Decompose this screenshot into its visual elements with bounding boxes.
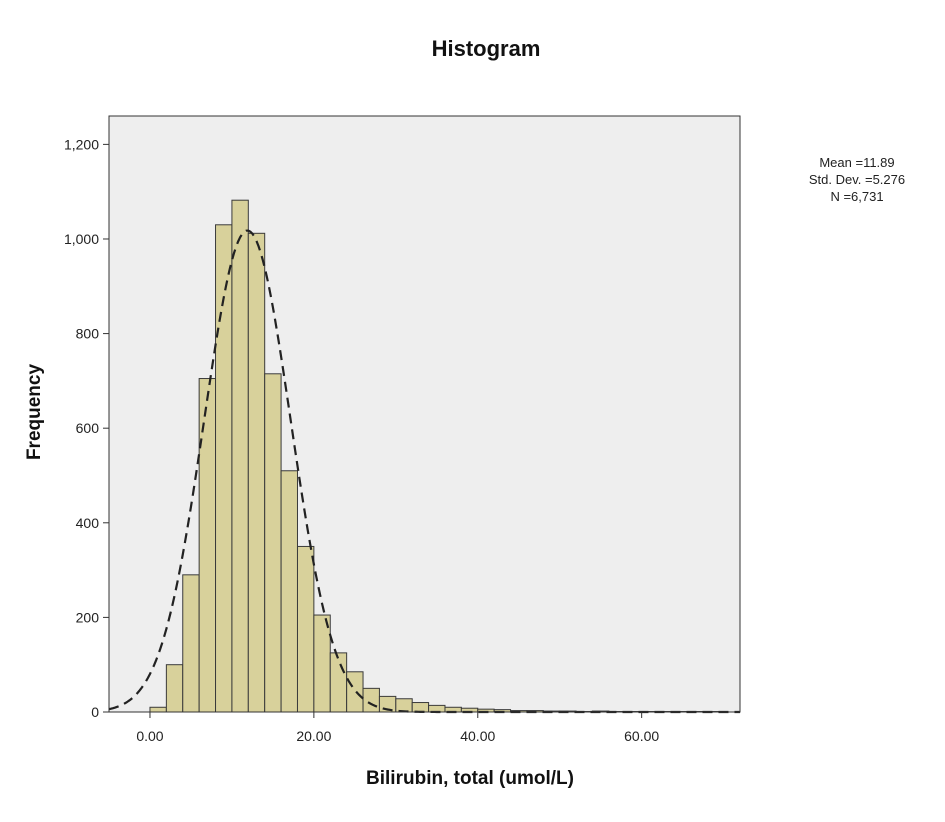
y-tick-label: 800	[76, 326, 100, 342]
plot-frame	[108, 115, 741, 713]
y-tick-label: 1,000	[64, 231, 99, 247]
histogram-bar-9	[296, 545, 315, 713]
histogram-bar-10	[313, 614, 331, 713]
histogram-bar-3	[198, 378, 217, 713]
histogram-bar-16	[411, 702, 430, 713]
histogram-bar-7	[264, 373, 282, 713]
y-tick-label: 0	[91, 704, 99, 720]
histogram-bar-2	[182, 574, 200, 713]
histogram-bar-8	[280, 470, 298, 713]
histogram-bar-1	[165, 664, 184, 713]
histogram-bar-13	[362, 687, 380, 713]
x-tick-label: 60.00	[624, 728, 659, 744]
y-tick-label: 600	[76, 420, 100, 436]
x-axis-label: Bilirubin, total (umol/L)	[366, 768, 574, 789]
y-axis: 0 200 400 600 800 1,000 1,200	[64, 136, 109, 720]
stats-std-dev: Std. Dev. =5.276	[809, 172, 905, 187]
histogram-bar-11	[329, 652, 348, 713]
stats-n: N =6,731	[830, 189, 883, 204]
x-axis: 0.00 20.00 40.00 60.00	[136, 712, 659, 744]
stats-legend: Mean =11.89 Std. Dev. =5.276 N =6,731	[809, 155, 905, 204]
x-tick-label: 20.00	[296, 728, 331, 744]
histogram-bars	[149, 199, 725, 713]
y-axis-label: Frequency	[24, 364, 45, 461]
x-tick-label: 40.00	[460, 728, 495, 744]
histogram-bar-5	[231, 199, 249, 713]
x-tick-label: 0.00	[136, 728, 163, 744]
histogram-bar-0	[149, 706, 167, 713]
stats-mean: Mean =11.89	[819, 155, 894, 170]
histogram-bar-12	[346, 671, 364, 713]
histogram-bar-6	[247, 232, 266, 713]
chart-title: Histogram	[432, 36, 541, 61]
y-tick-label: 400	[76, 515, 100, 531]
y-tick-label: 200	[76, 609, 100, 625]
histogram-bar-15	[395, 698, 413, 713]
y-tick-label: 1,200	[64, 136, 99, 152]
